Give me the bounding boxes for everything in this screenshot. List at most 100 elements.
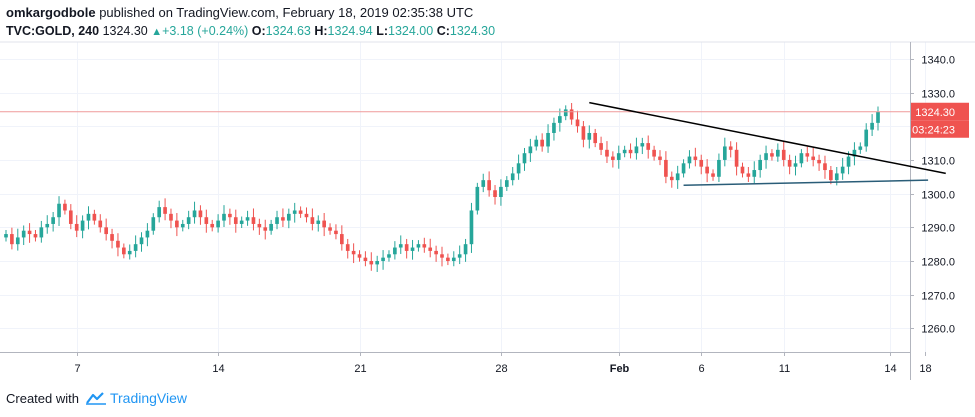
candle-body [487,180,491,191]
candle-body [39,227,44,238]
candle-body [640,143,645,147]
author-name[interactable]: omkargodbole [6,5,96,20]
countdown-badge-bg [911,120,969,138]
candle-body [740,166,745,174]
open-label: O: [251,24,266,38]
candle-body [858,146,863,150]
candle-body [157,207,162,218]
up-arrow-icon: ▲ [151,26,163,38]
x-tick-label: 28 [495,363,507,375]
x-tick-label: 11 [779,363,790,375]
candle-body [446,257,450,262]
candle-body [622,149,627,154]
candle-body [381,257,385,262]
candle-body [63,203,67,211]
candle-body [652,149,656,157]
candle-body [599,143,603,150]
candle-body [616,153,621,160]
candle-body [10,234,14,245]
candle-body [752,170,757,177]
candle-body [345,244,350,251]
candle-body [4,234,8,238]
candle-body [563,109,568,117]
price-badge-bg [911,102,969,121]
y-tick-label: 1330.0 [921,89,955,101]
candle-body [322,220,326,228]
candle-body [675,173,680,181]
candle-body [228,213,232,218]
x-tick-label: 7 [74,363,80,375]
candle-body [534,139,539,147]
candle-body [363,257,368,262]
candle-body [734,149,739,167]
candle-body [104,227,108,235]
candle-body [493,190,497,197]
x-tick-label: 6 [698,363,704,375]
candle-body [510,173,515,181]
candle-body [180,223,185,228]
candle-body [776,149,780,157]
price-axis[interactable]: 1260.01270.01280.01290.01300.01310.01320… [910,55,955,336]
tradingview-logo[interactable]: TradingView [85,390,187,406]
candle-body [122,247,126,255]
x-tick-label: 14 [884,363,896,375]
candle-body [175,220,179,228]
candle-body [45,223,50,228]
candle-body [546,132,550,147]
candle-body [864,129,869,147]
y-tick-label: 1340.0 [921,55,955,67]
x-tick-label: 14 [212,363,224,375]
candle-body [605,149,609,157]
candle-body [169,213,173,221]
candle-body [304,213,309,218]
candle-body [393,247,397,255]
candle-body [316,220,321,224]
candle-body [416,244,421,248]
candle-body [216,220,220,228]
descending-trendline [589,101,946,175]
candle-body [705,166,709,174]
candle-body [334,230,338,235]
candle-body [340,234,344,245]
candle-body [428,247,433,251]
candle-body [239,220,244,224]
candle-body [722,146,727,160]
candle-body [275,217,279,224]
candle-body [116,240,120,248]
candle-body [575,119,580,127]
plot-frame [0,41,975,380]
candle-body [204,217,209,224]
candle-body [658,156,662,160]
candle-body [251,217,256,224]
candle-body [829,170,833,181]
candle-body [728,146,733,150]
y-tick-label: 1270.0 [921,291,955,303]
tradingview-cloud-icon [85,392,106,405]
candle-body [823,163,827,171]
candle-body [711,173,715,177]
candle-body [699,159,704,167]
candle-body [669,176,674,181]
candle-body [357,254,362,258]
candle-body [351,250,356,255]
candle-body [92,213,97,221]
candle-body [634,146,639,154]
y-tick-label: 1280.0 [921,257,955,269]
low-value: 1324.00 [388,24,434,38]
candle-body [522,153,527,164]
candle-body [233,217,238,224]
high-value: 1324.94 [327,24,373,38]
candle-body [481,180,486,187]
candle-body [664,159,668,177]
candle-body [611,156,615,160]
candle-body [398,244,403,248]
candle-body [245,217,250,221]
candle-body [516,163,521,174]
y-tick-label: 1310.0 [921,156,955,168]
candle-body [74,223,79,231]
candle-body [793,163,798,167]
candle-body [151,217,156,231]
time-axis[interactable]: 7 14 21 28 Feb 6 11 14 18 [74,352,932,375]
candle-body [528,146,533,154]
